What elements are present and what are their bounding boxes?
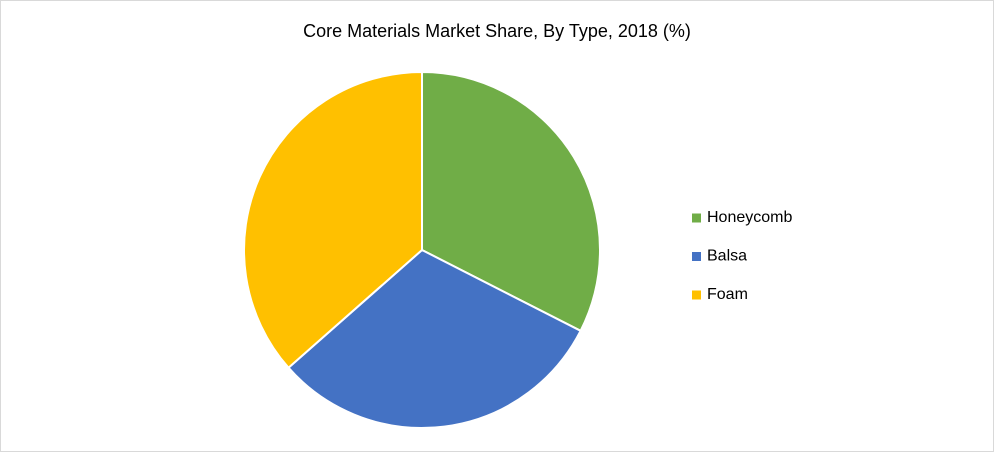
legend-swatch: [692, 252, 701, 261]
pie-slice: [243, 70, 423, 370]
legend-text: Honeycomb: [707, 209, 792, 226]
legend-swatch: [692, 290, 701, 300]
legend-text: Balsa: [707, 248, 747, 265]
chart-title: Core Materials Market Share, By Type, 20…: [303, 21, 691, 41]
pie-slice: [421, 70, 601, 333]
legend-text: Foam: [707, 286, 748, 303]
pie-slice: [287, 248, 582, 429]
legend-swatch: [692, 213, 701, 223]
